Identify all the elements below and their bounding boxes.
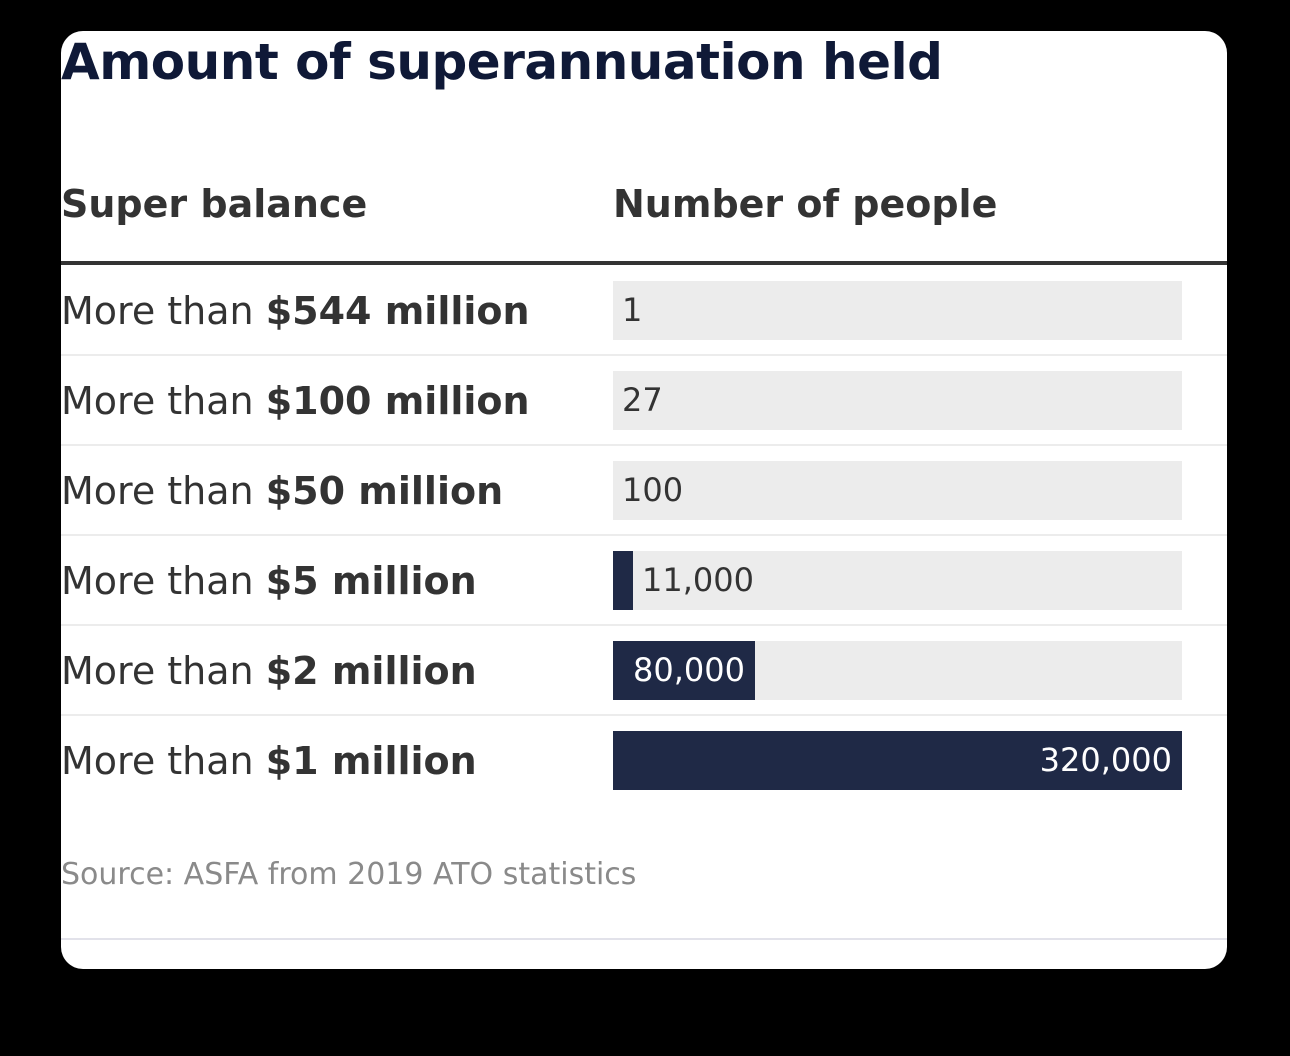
row-label-amount: $50 million [265,469,504,513]
row-divider [61,624,1227,626]
data-label: 320,000 [1039,741,1172,779]
bar-track: 27 [613,371,1182,430]
data-label: 1 [622,291,643,329]
row-label: More than $1 million [61,716,477,806]
column-header-super-balance: Super balance [61,182,368,226]
row-label: More than $5 million [61,536,477,626]
column-header-number-of-people: Number of people [613,182,998,226]
bar-track: 1 [613,281,1182,340]
data-label: 80,000 [633,651,745,689]
table-row: More than $2 million 80,000 [61,626,1227,716]
row-label-prefix: More than [61,739,266,783]
chart-card: Amount of superannuation held Super bala… [61,31,1227,969]
source-note: Source: ASFA from 2019 ATO statistics [61,857,637,892]
header-divider [61,261,1227,265]
row-label-amount: $5 million [265,559,477,603]
row-label-prefix: More than [61,559,266,603]
row-label: More than $544 million [61,266,530,356]
row-label-amount: $544 million [265,289,530,333]
table-row: More than $5 million 11,000 [61,536,1227,626]
row-label-amount: $100 million [265,379,530,423]
row-label-prefix: More than [61,469,266,513]
row-label: More than $50 million [61,446,503,536]
row-label-prefix: More than [61,649,266,693]
data-label: 27 [622,381,663,419]
row-label-amount: $2 million [265,649,477,693]
row-divider [61,714,1227,716]
table-row: More than $50 million 100 [61,446,1227,536]
row-divider [61,354,1227,356]
row-label: More than $100 million [61,356,530,446]
table-row: More than $100 million 27 [61,356,1227,446]
bar [613,551,633,610]
bar-track: 80,000 [613,641,1182,700]
bar-track: 320,000 [613,731,1182,790]
row-label: More than $2 million [61,626,477,716]
data-label: 11,000 [642,561,754,599]
bar-track: 11,000 [613,551,1182,610]
footer-divider [61,938,1227,940]
row-divider [61,444,1227,446]
row-label-prefix: More than [61,289,266,333]
row-label-prefix: More than [61,379,266,423]
table-row: More than $1 million 320,000 [61,716,1227,806]
bar [613,641,755,700]
chart-title: Amount of superannuation held [61,33,943,91]
data-label: 100 [622,471,684,509]
bar-track: 100 [613,461,1182,520]
bar [613,731,1182,790]
row-divider [61,534,1227,536]
table-row: More than $544 million 1 [61,266,1227,356]
row-label-amount: $1 million [265,739,477,783]
